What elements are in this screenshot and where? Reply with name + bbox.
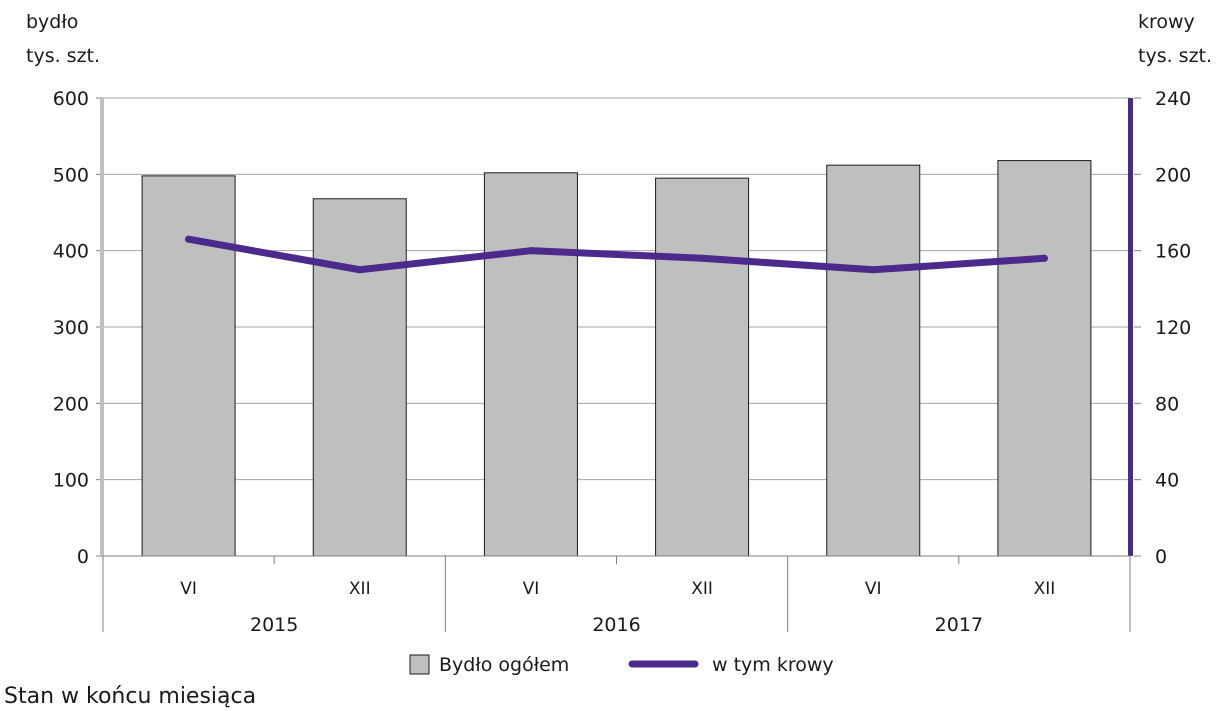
bar (141, 175, 236, 557)
bars (141, 160, 1092, 557)
right-tick-label: 0 (1155, 546, 1167, 568)
line-point (869, 266, 877, 274)
line-point (185, 235, 193, 243)
axes (96, 97, 1141, 632)
right-axis-line (1128, 98, 1133, 556)
category-label: XII (691, 579, 713, 599)
legend-label-line: w tym krowy (712, 654, 834, 676)
gridlines (103, 97, 1130, 481)
left-tick-label: 300 (53, 317, 89, 339)
right-tick-label: 80 (1155, 393, 1179, 415)
left-tick-label: 0 (77, 546, 89, 568)
year-label: 2016 (592, 614, 640, 636)
category-label: XII (1034, 579, 1056, 599)
category-label: VI (523, 579, 540, 599)
left-tick-label: 100 (53, 470, 89, 492)
labels: 0 100 200 300 400 500 600 0 40 80 120 160 200 240 VI XI… (53, 88, 1192, 636)
category-label: VI (865, 579, 882, 599)
line-point (1040, 254, 1048, 262)
right-tick-label: 200 (1155, 164, 1191, 186)
right-tick-label: 40 (1155, 470, 1179, 492)
right-axis-title-line2: tys. szt. (1138, 45, 1212, 67)
left-tick-label: 600 (53, 88, 89, 110)
bar (655, 177, 750, 557)
footnote: Stan w końcu miesiąca (4, 684, 256, 709)
bar (312, 198, 407, 557)
bar (997, 160, 1092, 557)
right-tick-label: 120 (1155, 317, 1191, 339)
right-tick-label: 160 (1155, 241, 1191, 263)
legend-label-bars: Bydło ogółem (439, 654, 569, 676)
right-tick-label: 240 (1155, 88, 1191, 110)
left-axis-title-line2: tys. szt. (26, 45, 100, 67)
bar (826, 164, 921, 557)
line-series (185, 235, 1048, 274)
left-tick-label: 500 (53, 164, 89, 186)
bar (483, 172, 578, 557)
left-tick-label: 200 (53, 393, 89, 415)
category-label: VI (180, 579, 197, 599)
left-axis-line (100, 98, 104, 556)
line-point (527, 247, 535, 255)
line-point (356, 266, 364, 274)
year-label: 2015 (250, 614, 298, 636)
year-label: 2017 (935, 614, 983, 636)
left-tick-label: 400 (53, 241, 89, 263)
legend: Bydło ogółem w tym krowy (409, 654, 834, 676)
left-axis-title-line1: bydło (26, 11, 78, 33)
line-point (698, 254, 706, 262)
category-label: XII (349, 579, 371, 599)
right-axis-title-line1: krowy (1138, 11, 1195, 33)
cows-line (185, 235, 1048, 274)
legend-swatch-bars (409, 654, 430, 675)
